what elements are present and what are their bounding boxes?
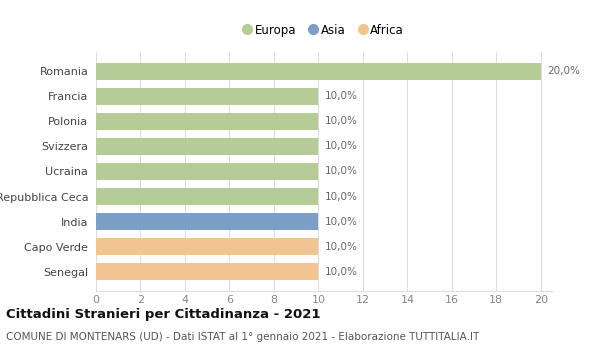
Bar — [96, 264, 319, 280]
Bar — [96, 238, 319, 255]
Legend: Europa, Asia, Africa: Europa, Asia, Africa — [239, 19, 409, 42]
Text: COMUNE DI MONTENARS (UD) - Dati ISTAT al 1° gennaio 2021 - Elaborazione TUTTITAL: COMUNE DI MONTENARS (UD) - Dati ISTAT al… — [6, 332, 479, 343]
Bar — [96, 163, 319, 180]
Bar — [96, 138, 319, 155]
Text: Cittadini Stranieri per Cittadinanza - 2021: Cittadini Stranieri per Cittadinanza - 2… — [6, 308, 320, 321]
Text: 10,0%: 10,0% — [325, 241, 358, 252]
Bar — [96, 214, 319, 230]
Text: 20,0%: 20,0% — [548, 66, 580, 76]
Text: 10,0%: 10,0% — [325, 117, 358, 126]
Bar — [96, 188, 319, 205]
Bar — [96, 113, 319, 130]
Text: 10,0%: 10,0% — [325, 141, 358, 152]
Text: 10,0%: 10,0% — [325, 91, 358, 102]
Text: 10,0%: 10,0% — [325, 167, 358, 176]
Bar — [96, 88, 319, 105]
Text: 10,0%: 10,0% — [325, 267, 358, 276]
Text: 10,0%: 10,0% — [325, 191, 358, 202]
Text: 10,0%: 10,0% — [325, 217, 358, 226]
Bar — [96, 63, 541, 79]
